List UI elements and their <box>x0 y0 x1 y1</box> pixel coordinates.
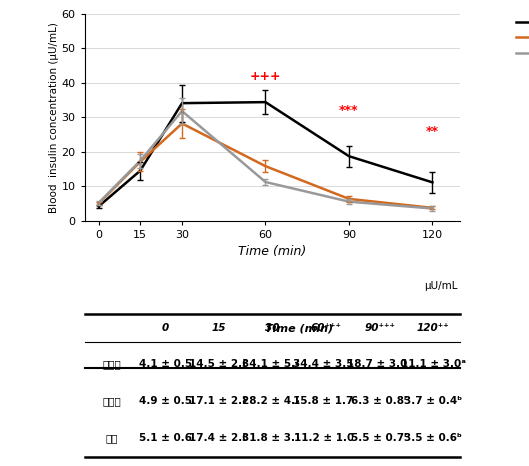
Legend: 포도당, 삶은 밥, 군밥: 포도당, 삶은 밥, 군밥 <box>514 15 529 61</box>
X-axis label: Time (min): Time (min) <box>238 245 307 258</box>
Y-axis label: Blood  insulin concentration (μU/mL): Blood insulin concentration (μU/mL) <box>49 22 59 212</box>
Text: Time (min): Time (min) <box>264 323 333 333</box>
Text: **: ** <box>426 125 439 138</box>
Text: +++: +++ <box>250 70 281 83</box>
Text: μU/mL: μU/mL <box>424 281 458 291</box>
Text: ***: *** <box>339 104 359 117</box>
